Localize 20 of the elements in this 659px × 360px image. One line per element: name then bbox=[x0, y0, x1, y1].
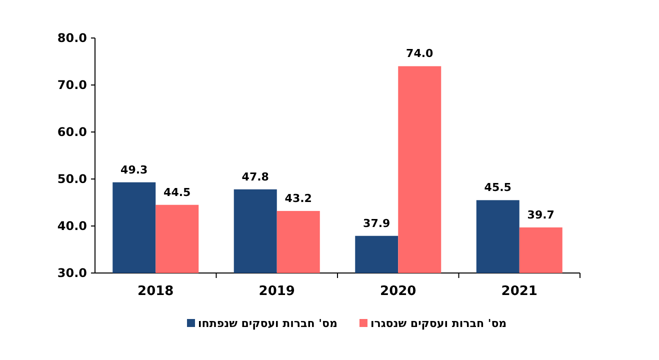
data-label: 47.8 bbox=[242, 170, 269, 184]
legend-label: מס' חברות ועסקים שנפתחו bbox=[198, 317, 338, 330]
legend-label: מס' חברות ועסקים שנסגרו bbox=[370, 317, 507, 330]
x-tick-label: 2021 bbox=[501, 284, 538, 299]
x-tick-label: 2020 bbox=[380, 284, 416, 299]
y-tick-label: 30.0 bbox=[57, 266, 87, 280]
data-label: 43.2 bbox=[284, 192, 312, 205]
data-label: 45.5 bbox=[484, 181, 512, 194]
x-tick-label: 2019 bbox=[258, 284, 295, 299]
y-tick-label: 50.0 bbox=[57, 172, 87, 186]
y-tick-label: 70.0 bbox=[57, 78, 87, 92]
data-label: 37.9 bbox=[363, 216, 390, 230]
data-label: 49.3 bbox=[120, 163, 148, 176]
y-tick-label: 80.0 bbox=[57, 31, 87, 45]
data-label: 44.5 bbox=[164, 186, 191, 199]
y-tick-label: 60.0 bbox=[57, 125, 87, 139]
data-label: 39.7 bbox=[527, 208, 554, 222]
data-label: 74.0 bbox=[406, 47, 434, 60]
y-tick-label: 40.0 bbox=[57, 219, 87, 233]
x-tick-label: 2018 bbox=[138, 284, 174, 299]
